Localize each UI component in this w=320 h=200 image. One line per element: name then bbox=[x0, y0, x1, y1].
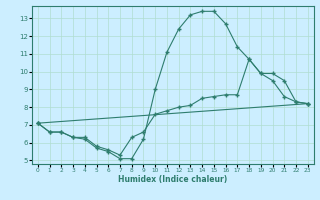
X-axis label: Humidex (Indice chaleur): Humidex (Indice chaleur) bbox=[118, 175, 228, 184]
